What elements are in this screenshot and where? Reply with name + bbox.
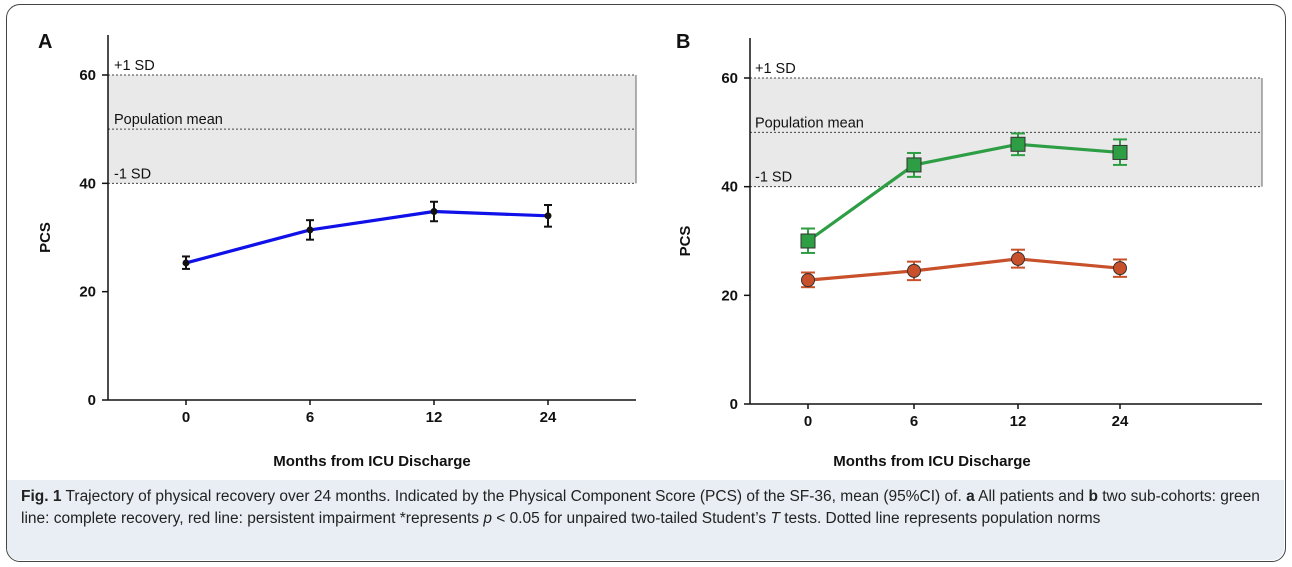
y-tick-label: 40 [79,175,96,192]
data-point [801,273,815,288]
x-tick-label: 12 [426,409,443,426]
caption-text-3: two sub-cohorts: green line: complete re… [21,488,1260,527]
caption-a-label: a [966,488,975,505]
data-point [1113,261,1127,276]
series-line [807,142,1121,243]
reference-line-label: Population mean [114,112,223,128]
y-tick-label: 40 [721,179,738,196]
data-point [182,259,190,267]
data-point [1112,144,1128,160]
y-tick-label: 60 [79,67,96,84]
caption-fig-label: Fig. 1 [21,488,62,505]
x-axis-label: Months from ICU Discharge [273,453,471,470]
reference-line-label: -1 SD [114,166,151,182]
series-line [807,257,1121,282]
caption-text-2: All patients and [974,488,1089,505]
panel-label: A [38,31,52,53]
x-tick-label: 0 [804,413,812,430]
y-tick-label: 0 [730,396,738,413]
figure-caption: Fig. 1 Trajectory of physical recovery o… [21,486,1276,530]
series-0 [800,132,1128,254]
x-tick-label: 6 [910,413,918,430]
caption-text-1: Trajectory of physical recovery over 24 … [61,488,967,505]
reference-line-label: -1 SD [755,170,792,186]
caption-text-4: < 0.05 for unpaired two-tailed Student’s [491,510,771,527]
chart-panel-a: A +1 SD Population mean -1 SD 0 20 40 60 0 6 12 24 P… [37,31,637,470]
y-tick-label: 0 [88,392,96,409]
data-point [906,157,922,173]
data-point [907,263,921,278]
caption-p-symbol: p [483,510,492,527]
series-line [185,209,549,265]
data-point [306,226,314,234]
y-tick-label: 60 [721,70,738,87]
data-point [1010,136,1026,152]
caption-text-5: tests. Dotted line represents population… [779,510,1101,527]
data-point [800,233,816,249]
chart-panel-b: B +1 SD Population mean -1 SD 0 20 40 60 0 6 12 24 P… [676,31,1263,470]
x-tick-label: 0 [182,409,190,426]
reference-line-label: +1 SD [755,61,796,77]
data-point [544,212,552,220]
reference-line-label: +1 SD [114,58,155,74]
y-tick-label: 20 [79,284,96,301]
y-axis-label: PCS [37,222,54,253]
caption-band: Fig. 1 Trajectory of physical recovery o… [7,480,1284,560]
data-point [1011,251,1025,266]
x-axis-label: Months from ICU Discharge [833,453,1031,470]
y-tick-label: 20 [721,287,738,304]
caption-b-label: b [1088,488,1098,505]
data-point [430,208,438,215]
panel-label: B [676,31,690,53]
reference-line-label: Population mean [755,115,864,131]
series-0 [182,200,552,270]
series-1 [801,248,1127,289]
caption-t-symbol: T [770,510,780,527]
x-tick-label: 24 [540,409,557,426]
x-tick-label: 6 [306,409,314,426]
x-tick-label: 24 [1112,413,1129,430]
x-tick-label: 12 [1010,413,1027,430]
y-axis-label: PCS [677,226,694,257]
